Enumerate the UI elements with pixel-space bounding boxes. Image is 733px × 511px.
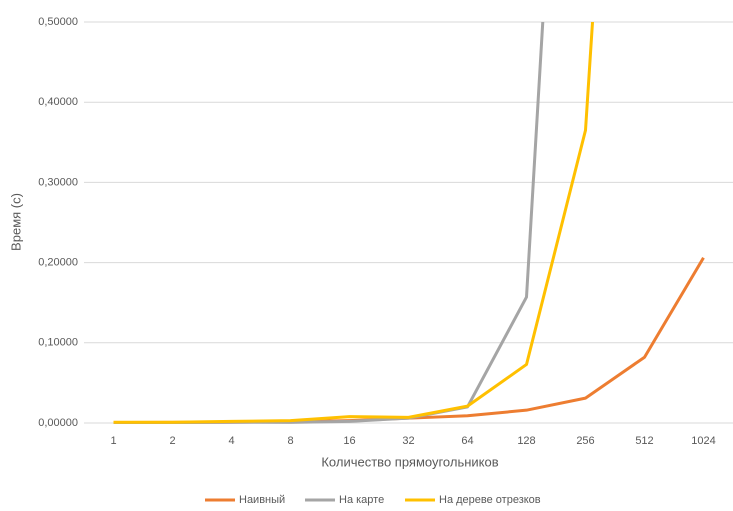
y-axis-title: Время (с): [8, 193, 23, 251]
legend-label: Наивный: [239, 494, 285, 506]
y-tick-label: 0,40000: [38, 96, 78, 108]
y-tick-label: 0,20000: [38, 257, 78, 269]
x-tick-label: 4: [228, 435, 234, 447]
x-tick-label: 256: [576, 435, 594, 447]
y-tick-label: 0,50000: [38, 16, 78, 28]
legend-label: На карте: [339, 494, 384, 506]
x-tick-label: 128: [517, 435, 535, 447]
x-tick-label: 1024: [691, 435, 715, 447]
series-line: [113, 22, 545, 424]
plot-area: [113, 22, 705, 424]
x-tick-label: 16: [343, 435, 355, 447]
y-tick-label: 0,10000: [38, 337, 78, 349]
series-line: [113, 257, 705, 424]
x-tick-label: 1: [110, 435, 116, 447]
legend-label: На дереве отрезков: [439, 494, 541, 506]
x-tick-label: 64: [461, 435, 473, 447]
series-line: [113, 22, 595, 424]
x-tick-label: 512: [635, 435, 653, 447]
x-tick-label: 2: [169, 435, 175, 447]
x-tick-label: 32: [402, 435, 414, 447]
y-tick-label: 0,00000: [38, 417, 78, 429]
x-axis-title: Количество прямоугольников: [321, 454, 498, 469]
y-tick-label: 0,30000: [38, 176, 78, 188]
x-tick-label: 8: [287, 435, 293, 447]
